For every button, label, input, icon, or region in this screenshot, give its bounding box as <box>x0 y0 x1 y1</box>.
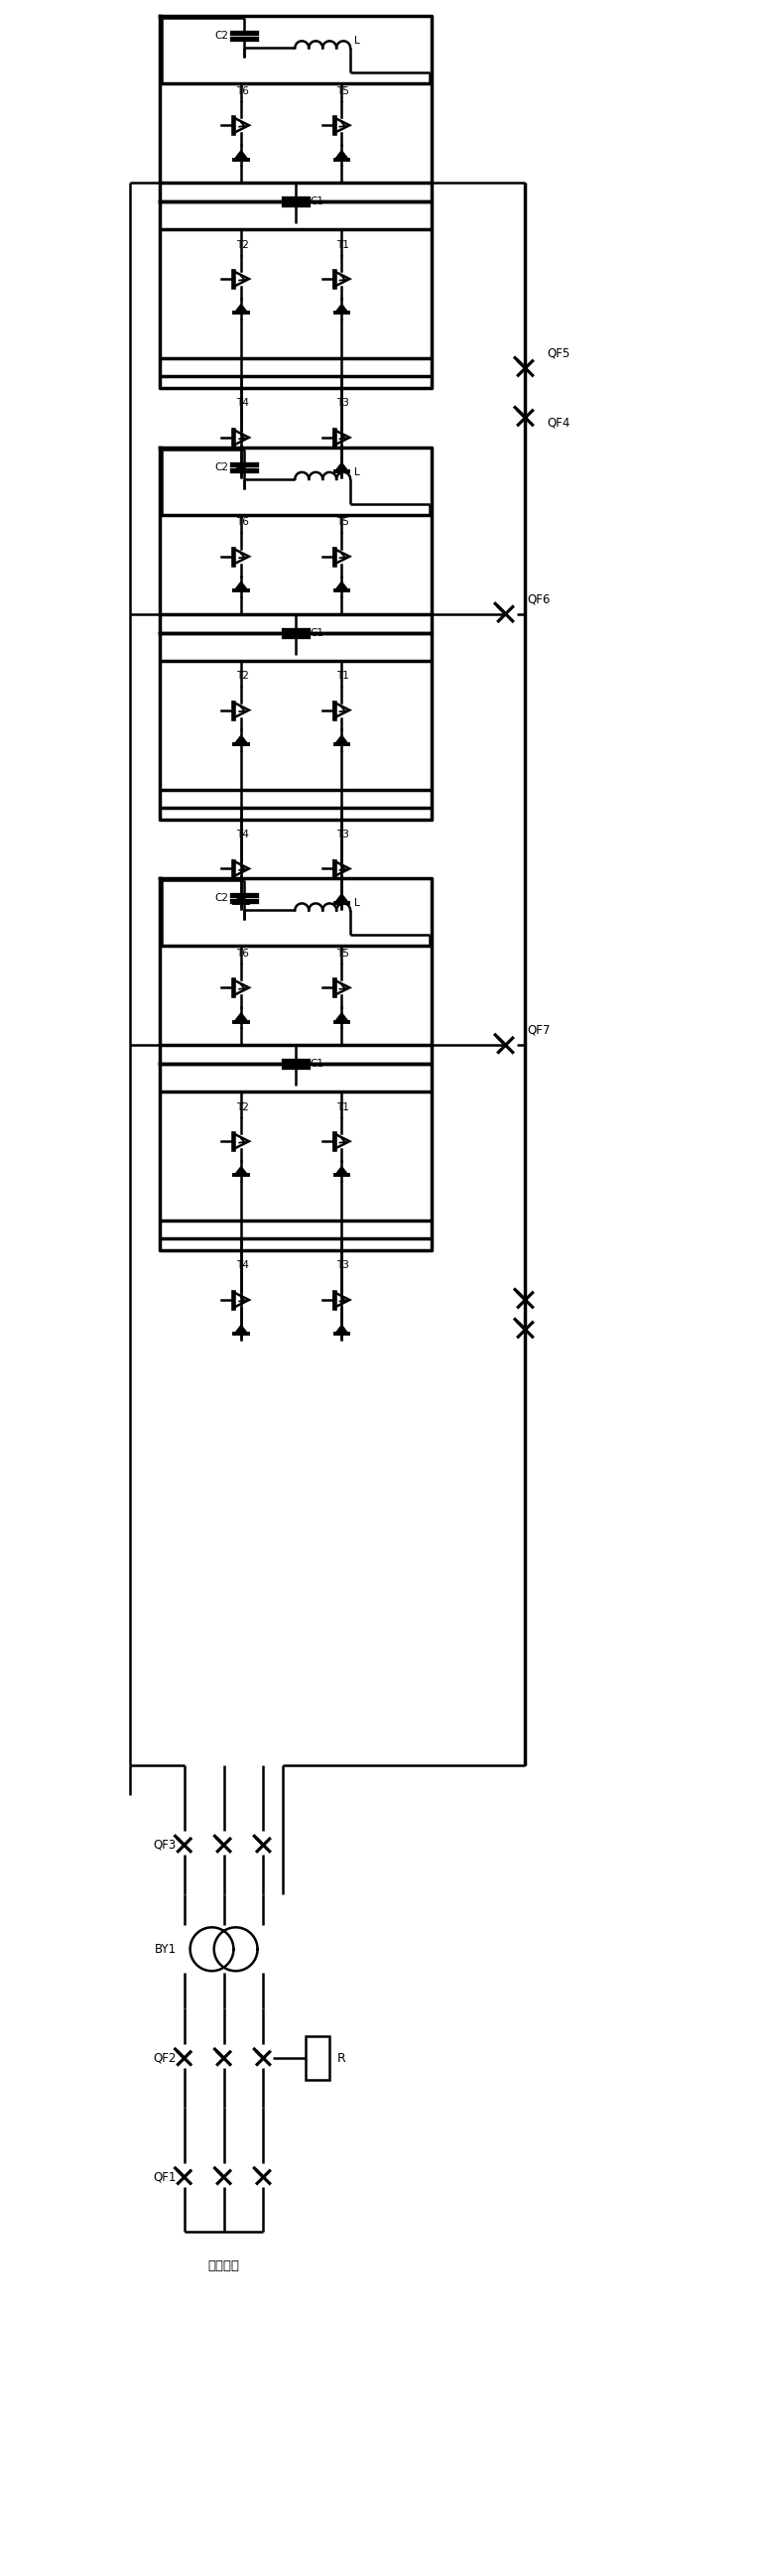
Polygon shape <box>234 734 248 744</box>
Text: QF7: QF7 <box>527 1023 550 1036</box>
Polygon shape <box>335 149 349 160</box>
Text: T3: T3 <box>336 1260 349 1270</box>
Polygon shape <box>234 149 248 160</box>
Text: T5: T5 <box>336 948 349 958</box>
Text: QF1: QF1 <box>153 2172 177 2184</box>
Text: T2: T2 <box>236 670 249 680</box>
Text: T1: T1 <box>336 670 349 680</box>
Text: T5: T5 <box>336 518 349 528</box>
Polygon shape <box>234 464 248 471</box>
Text: L: L <box>355 899 360 909</box>
Text: T3: T3 <box>336 829 349 840</box>
Bar <box>306 2038 330 2079</box>
Text: QF4: QF4 <box>547 417 570 430</box>
Text: T2: T2 <box>236 1103 249 1113</box>
Text: C1: C1 <box>310 196 324 206</box>
Text: C2: C2 <box>215 894 229 904</box>
Polygon shape <box>234 1167 248 1175</box>
Text: T4: T4 <box>236 829 249 840</box>
Text: C2: C2 <box>215 461 229 471</box>
Polygon shape <box>335 1012 349 1023</box>
Text: T1: T1 <box>336 1103 349 1113</box>
Text: T5: T5 <box>336 85 349 95</box>
Polygon shape <box>335 734 349 744</box>
Polygon shape <box>234 1324 248 1334</box>
Polygon shape <box>335 582 349 590</box>
Polygon shape <box>234 582 248 590</box>
Polygon shape <box>335 304 349 312</box>
Polygon shape <box>234 1012 248 1023</box>
Polygon shape <box>335 464 349 471</box>
Text: T4: T4 <box>236 399 249 407</box>
Text: QF2: QF2 <box>153 2050 177 2063</box>
Text: QF3: QF3 <box>153 1839 177 1852</box>
Text: BY1: BY1 <box>154 1942 177 1955</box>
Polygon shape <box>335 1324 349 1334</box>
Text: T6: T6 <box>236 85 249 95</box>
Polygon shape <box>335 894 349 902</box>
Text: QF5: QF5 <box>547 348 570 361</box>
Text: T2: T2 <box>236 240 249 250</box>
Text: T6: T6 <box>236 948 249 958</box>
Polygon shape <box>234 894 248 902</box>
Polygon shape <box>234 304 248 312</box>
Text: T6: T6 <box>236 518 249 528</box>
Text: L: L <box>355 466 360 477</box>
Text: C1: C1 <box>310 1059 324 1069</box>
Text: T1: T1 <box>336 240 349 250</box>
Text: C1: C1 <box>310 629 324 639</box>
Text: T3: T3 <box>336 399 349 407</box>
Polygon shape <box>335 1167 349 1175</box>
Text: T4: T4 <box>236 1260 249 1270</box>
Text: C2: C2 <box>215 31 229 41</box>
Text: QF6: QF6 <box>527 592 550 605</box>
Text: R: R <box>337 2050 346 2063</box>
Text: 交流电网: 交流电网 <box>208 2259 240 2272</box>
Text: L: L <box>355 36 360 46</box>
